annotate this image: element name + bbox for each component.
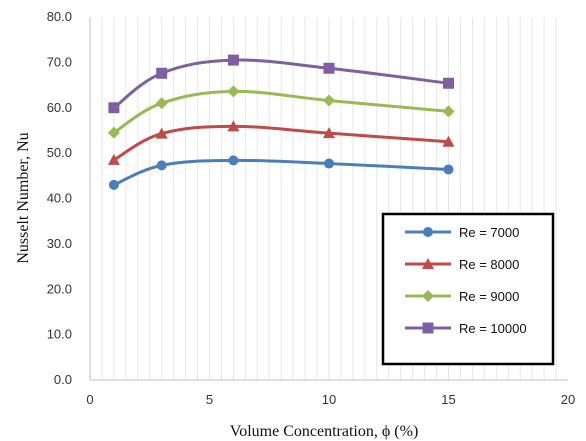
tick-labels: 0.0 10.0 20.0 30.0 40.0 50.0 60.0 70.0 80.0 0 5 10 1…: [47, 9, 576, 407]
data-point: [108, 102, 120, 114]
axes: [89, 17, 568, 381]
data-point: [323, 94, 335, 107]
y-tick-label: 60.0: [47, 100, 72, 115]
data-point: [228, 155, 239, 166]
y-tick-label: 50.0: [47, 145, 72, 160]
y-tick-label: 70.0: [47, 54, 72, 69]
y-tick-label: 40.0: [47, 191, 72, 206]
y-tick-label: 0.0: [54, 372, 72, 387]
data-point: [442, 105, 455, 118]
legend-label: Re = 7000: [459, 225, 519, 240]
legend-label: Re = 8000: [459, 257, 519, 272]
legend-label: Re = 10000: [459, 321, 527, 336]
legend: Re = 7000 Re = 8000 Re = 9000 Re = 10000: [381, 212, 555, 366]
y-axis-title: Nusselt Number, Nu: [15, 132, 32, 263]
legend-marker: [422, 258, 434, 269]
data-point: [155, 97, 168, 110]
data-point: [155, 127, 168, 139]
data-point: [443, 164, 454, 175]
y-tick-label: 30.0: [47, 236, 72, 251]
series-group: [107, 54, 455, 190]
legend-entry: Re = 10000: [405, 321, 527, 336]
x-tick-label: 15: [441, 392, 455, 407]
x-tick-label: 10: [322, 392, 336, 407]
legend-box: [381, 212, 555, 366]
y-tick-label: 10.0: [47, 327, 72, 342]
series-2: [107, 85, 455, 139]
series-line: [112, 58, 449, 109]
data-point: [442, 135, 455, 147]
x-tick-label: 0: [86, 392, 93, 407]
series-line: [113, 124, 449, 162]
data-point: [107, 126, 120, 139]
legend-entry: Re = 8000: [405, 257, 519, 272]
x-tick-label: 5: [206, 392, 213, 407]
data-point: [107, 153, 120, 165]
y-tick-label: 20.0: [47, 281, 72, 296]
series-0: [108, 155, 454, 190]
series-line: [113, 89, 449, 134]
legend-label: Re = 9000: [459, 289, 519, 304]
series-1: [107, 120, 455, 165]
x-axis-title: Volume Concentration, ϕ (%): [230, 423, 419, 440]
data-point: [156, 160, 167, 171]
data-point: [108, 179, 119, 190]
x-tick-label: 20: [561, 392, 575, 407]
data-point: [443, 77, 454, 89]
data-point: [323, 127, 335, 139]
data-point: [227, 54, 239, 66]
data-point: [323, 62, 335, 74]
legend-entry: Re = 7000: [405, 225, 519, 240]
data-point: [156, 67, 168, 79]
data-point: [227, 120, 240, 132]
legend-marker: [422, 290, 434, 302]
legend-marker: [422, 322, 434, 334]
series-line: [113, 158, 449, 187]
legend-entry: Re = 9000: [405, 289, 519, 304]
data-point: [324, 158, 334, 169]
y-tick-label: 80.0: [47, 9, 72, 24]
legend-marker: [423, 227, 433, 237]
data-point: [227, 85, 240, 98]
series-3: [108, 54, 454, 114]
